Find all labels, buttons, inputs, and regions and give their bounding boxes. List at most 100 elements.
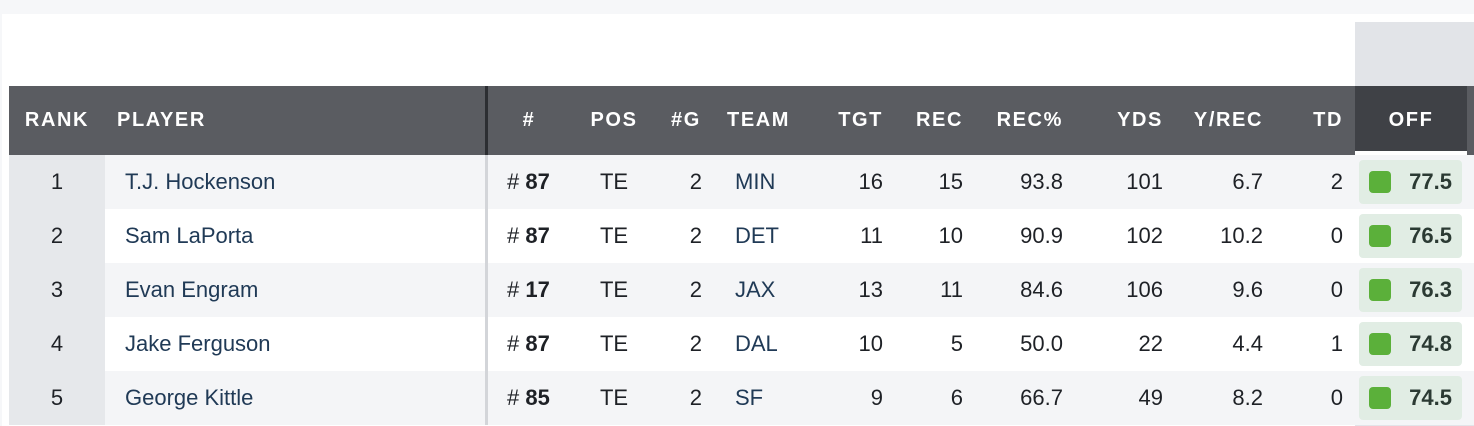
yards-value: 49 [1138, 385, 1163, 410]
header-player[interactable]: PLAYER [117, 109, 206, 131]
jersey-value: 87 [525, 331, 550, 356]
y-rec-value: 8.2 [1232, 385, 1263, 410]
td-value: 0 [1330, 223, 1343, 248]
player-name-link[interactable]: T.J. Hockenson [125, 169, 276, 194]
off-grade-value: 77.5 [1409, 169, 1452, 194]
player-name-link[interactable]: Evan Engram [125, 277, 259, 302]
rank-cell-bg [9, 263, 105, 317]
games-value: 2 [689, 331, 702, 356]
header-y-rec[interactable]: Y/REC [1193, 109, 1263, 131]
header-divider [485, 86, 488, 155]
top-strip [0, 0, 1474, 14]
position-value: TE [599, 169, 629, 194]
jersey-value: 85 [525, 385, 550, 410]
team-link[interactable]: JAX [735, 277, 776, 302]
rank-value: 5 [50, 385, 64, 410]
jersey-prefix: # [507, 331, 520, 356]
header-games[interactable]: #G [671, 109, 701, 131]
targets-value: 9 [870, 385, 883, 410]
header-rec[interactable]: REC [915, 109, 963, 131]
jersey-value: 87 [525, 169, 550, 194]
rec-pct-value: 84.6 [1020, 277, 1063, 302]
off-header-active[interactable] [1355, 86, 1467, 155]
table-row[interactable]: 3 Evan Engram # 17 TE 2 JAX 13 11 84.6 1… [9, 263, 1474, 317]
jersey-prefix: # [507, 223, 520, 248]
jersey-number: # 87 [507, 317, 567, 371]
header-number[interactable]: # [522, 109, 536, 131]
yards-value: 102 [1126, 223, 1163, 248]
games-value: 2 [689, 169, 702, 194]
rec-pct-value: 50.0 [1020, 331, 1063, 356]
receptions-value: 5 [950, 331, 963, 356]
jersey-number: # 87 [507, 155, 567, 209]
position-value: TE [599, 331, 629, 356]
rank-value: 4 [50, 331, 64, 356]
row-divider [485, 371, 488, 425]
targets-value: 10 [858, 331, 883, 356]
grade-square-icon [1369, 279, 1391, 301]
off-grade-badge: 76.5 [1359, 214, 1462, 258]
rec-pct-value: 66.7 [1020, 385, 1063, 410]
jersey-prefix: # [507, 169, 520, 194]
receptions-value: 6 [950, 385, 963, 410]
header-rank[interactable]: RANK [24, 109, 90, 131]
team-link[interactable]: DAL [735, 331, 778, 356]
yards-value: 106 [1126, 277, 1163, 302]
games-value: 2 [689, 385, 702, 410]
jersey-value: 17 [525, 277, 550, 302]
table-row[interactable]: 2 Sam LaPorta # 87 TE 2 DET 11 10 90.9 1… [9, 209, 1474, 263]
off-grade-badge: 76.3 [1359, 268, 1462, 312]
grade-square-icon [1369, 333, 1391, 355]
td-value: 0 [1330, 385, 1343, 410]
table-body: 1 T.J. Hockenson # 87 TE 2 MIN 16 1 5 93.… [9, 155, 1474, 425]
off-grade-badge: 77.5 [1359, 160, 1462, 204]
grade-square-icon [1369, 387, 1391, 409]
table-row[interactable]: 1 T.J. Hockenson # 87 TE 2 MIN 16 15 93.… [9, 155, 1474, 209]
player-name-link[interactable]: Sam LaPorta [125, 223, 254, 248]
header-rec-pct[interactable]: REC% [996, 109, 1063, 131]
table-header: RANK PLAYER # POS #G TEAM TGT REC REC% Y… [9, 86, 1474, 155]
header-yds[interactable]: YDS [1117, 109, 1163, 131]
off-grade-badge: 74.8 [1359, 322, 1462, 366]
table-row[interactable]: 5 George Kittle # 85 TE 2 SF 9 6 66.7 49… [9, 371, 1474, 425]
header-off[interactable]: OFF [1388, 109, 1434, 131]
jersey-value: 87 [525, 223, 550, 248]
header-td[interactable]: TD [1313, 109, 1343, 131]
rec-pct-value: 90.9 [1020, 223, 1063, 248]
header-team[interactable]: TEAM [727, 109, 791, 131]
table-row[interactable]: 4 Jake Ferguson # 87 TE 2 DAL 10 5 50.0 … [9, 317, 1474, 371]
row-divider [485, 209, 488, 263]
header-pos[interactable]: POS [590, 109, 638, 131]
header-tgt[interactable]: TGT [838, 109, 883, 131]
rank-cell-bg [9, 371, 105, 425]
rank-value: 2 [50, 223, 64, 248]
off-grade-value: 74.8 [1409, 331, 1452, 356]
player-name-link[interactable]: Jake Ferguson [125, 331, 271, 356]
jersey-number: # 17 [507, 263, 567, 317]
y-rec-value: 6.7 [1232, 169, 1263, 194]
jersey-prefix: # [507, 277, 520, 302]
team-link[interactable]: MIN [735, 169, 776, 194]
off-grade-value: 76.5 [1409, 223, 1452, 248]
rank-value: 1 [50, 169, 64, 194]
off-grade-value: 76.3 [1409, 277, 1452, 302]
jersey-number: # 87 [507, 209, 567, 263]
row-divider [485, 317, 488, 371]
off-grade-value: 74.5 [1409, 385, 1452, 410]
player-name-link[interactable]: George Kittle [125, 385, 254, 410]
team-link[interactable]: DET [735, 223, 779, 248]
td-value: 0 [1330, 277, 1343, 302]
y-rec-value: 4.4 [1232, 331, 1263, 356]
yards-value: 22 [1138, 331, 1163, 356]
rank-cell-bg [9, 209, 105, 263]
rank-cell-bg [9, 317, 105, 371]
td-value: 1 [1330, 331, 1343, 356]
rank-value: 3 [50, 277, 64, 302]
rank-cell-bg [9, 155, 105, 209]
targets-value: 16 [858, 169, 883, 194]
y-rec-value: 9.6 [1232, 277, 1263, 302]
team-link[interactable]: SF [735, 385, 764, 410]
position-value: TE [599, 277, 629, 302]
rec-pct-value: 93.8 [1020, 169, 1063, 194]
